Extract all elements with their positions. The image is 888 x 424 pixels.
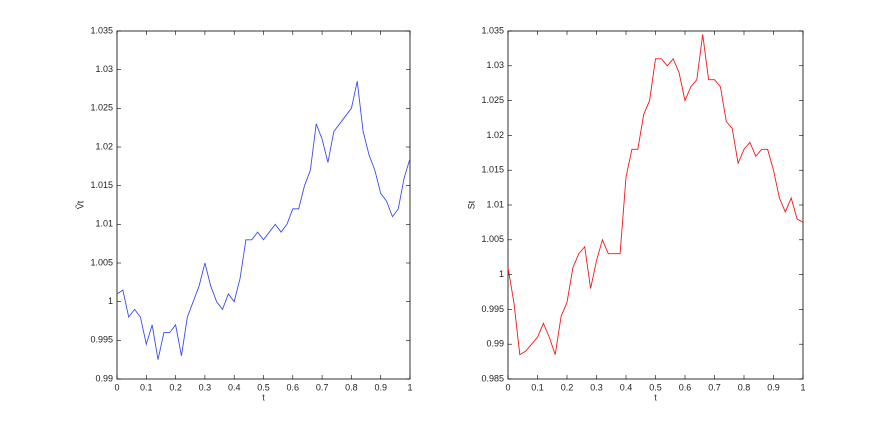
x-tick-label: 0.6	[679, 382, 692, 392]
x-tick-label: 0.4	[228, 382, 241, 392]
y-axis-label: St	[466, 200, 476, 209]
x-tick-label: 0.9	[767, 382, 780, 392]
x-tick-label: 0.1	[140, 382, 153, 392]
x-tick-label: 0.4	[620, 382, 633, 392]
y-tick-label: 1.025	[481, 95, 504, 105]
x-tick-label: 0.6	[287, 382, 300, 392]
y-tick-label: 1	[499, 269, 504, 279]
y-tick-label: 0.995	[90, 335, 113, 345]
plot-frame	[116, 30, 411, 380]
x-tick-label: 0.7	[708, 382, 721, 392]
x-tick-label: 0.1	[531, 382, 544, 392]
y-tick-label: 1.02	[95, 141, 113, 151]
x-tick-label: 0.2	[169, 382, 182, 392]
y-tick-label: 0.99	[95, 373, 113, 383]
x-tick-label: 1	[407, 382, 412, 392]
x-tick-label: 0.5	[257, 382, 270, 392]
y-tick-label: 1.035	[481, 25, 504, 35]
x-tick-label: 0.2	[561, 382, 574, 392]
y-tick-label: 1.015	[481, 165, 504, 175]
x-tick-label: 0.5	[649, 382, 662, 392]
y-tick-label: 1.01	[486, 199, 504, 209]
x-tick-label: 0.3	[199, 382, 212, 392]
y-tick-label: 1.035	[90, 25, 113, 35]
plot-frame	[507, 30, 804, 380]
x-tick-label: 0.8	[738, 382, 751, 392]
y-tick-label: 0.995	[481, 304, 504, 314]
data-line	[116, 81, 411, 360]
y-tick-label: 1.01	[95, 219, 113, 229]
data-line	[507, 34, 804, 356]
y-tick-label: 0.985	[481, 373, 504, 383]
x-tick-label: 0.3	[590, 382, 603, 392]
x-tick-label: 0.9	[374, 382, 387, 392]
y-tick-label: 0.99	[486, 339, 504, 349]
y-tick-label: 1.015	[90, 180, 113, 190]
y-tick-label: 1.005	[90, 257, 113, 267]
x-axis-label: t	[262, 392, 265, 402]
y-tick-label: 1.03	[486, 60, 504, 70]
y-tick-label: 1.005	[481, 234, 504, 244]
y-axis-label: Ṽt	[75, 200, 85, 209]
x-tick-label: 0	[505, 382, 510, 392]
y-tick-label: 1.03	[95, 64, 113, 74]
y-tick-label: 1.025	[90, 103, 113, 113]
x-tick-label: 0.7	[316, 382, 329, 392]
x-tick-label: 0.8	[345, 382, 358, 392]
x-axis-label: t	[654, 392, 657, 402]
y-tick-label: 1.02	[486, 130, 504, 140]
x-tick-label: 1	[800, 382, 805, 392]
x-tick-label: 0	[114, 382, 119, 392]
y-tick-label: 1	[108, 296, 113, 306]
